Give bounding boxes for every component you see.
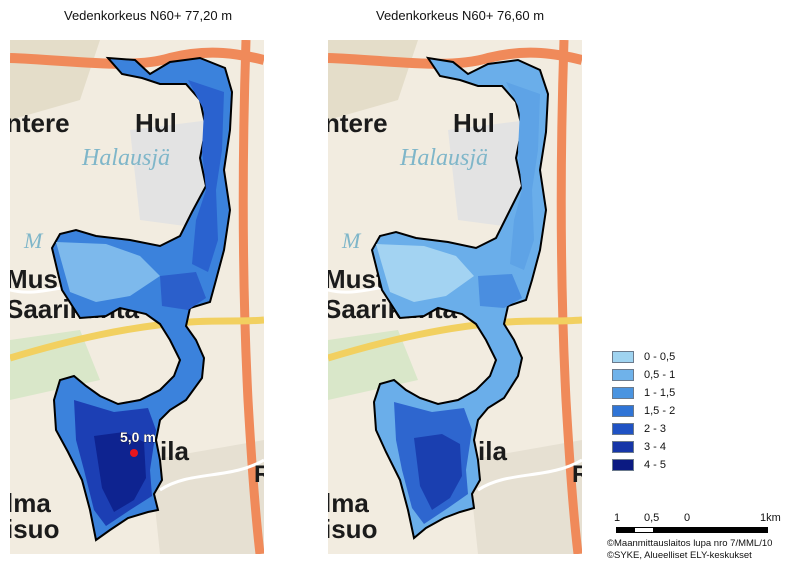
legend-swatch <box>612 387 634 399</box>
legend-item: 1,5 - 2 <box>612 403 675 419</box>
credit-line: ©SYKE, Alueelliset ELY-keskukset <box>607 550 752 561</box>
main-road <box>10 47 264 69</box>
place-label: M <box>341 228 362 253</box>
highway-road <box>556 40 582 554</box>
scale-bar: 1 0,5 0 1km <box>612 512 781 544</box>
legend-item: 4 - 5 <box>612 457 675 473</box>
legend-item: 3 - 4 <box>612 439 675 455</box>
scale-label: 1 <box>614 512 621 524</box>
legend-item: 1 - 1,5 <box>612 385 675 401</box>
legend-label: 0,5 - 1 <box>644 369 676 381</box>
place-label: ila <box>478 436 507 466</box>
legend-item: 0,5 - 1 <box>612 367 675 383</box>
place-label: Hul <box>453 108 495 138</box>
depth-zone <box>478 274 522 308</box>
map-canvas-left: ntere Hul Halausjä M Mustin Saarikunta i… <box>10 40 264 554</box>
place-label: Hul <box>135 108 177 138</box>
scale-label: 1km <box>760 512 781 524</box>
place-label: isuo <box>328 514 377 544</box>
lake-label: Halausjä <box>81 145 170 171</box>
place-label: lma <box>328 488 369 518</box>
legend-item: 2 - 3 <box>612 421 675 437</box>
place-label: M <box>23 228 44 253</box>
map-title-right: Vedenkorkeus N60+ 76,60 m <box>376 8 545 23</box>
legend-swatch <box>612 441 634 453</box>
map-panel-left[interactable]: ntere Hul Halausjä M Mustin Saarikunta i… <box>10 40 264 554</box>
map-panel-right[interactable]: ntere Hul Halausjä M Mustin Saarikunta i… <box>328 40 582 554</box>
measurement-label: 5,0 m <box>120 429 156 445</box>
legend-label: 3 - 4 <box>644 441 667 453</box>
scale-track <box>616 527 768 533</box>
main-road <box>328 47 582 69</box>
field-area <box>130 120 215 230</box>
legend-label: 4 - 5 <box>644 459 667 471</box>
scale-segment <box>689 528 767 532</box>
legend-label: 1 - 1,5 <box>644 387 676 399</box>
legend-swatch <box>612 459 634 471</box>
depth-zone-deepest <box>414 434 462 510</box>
depth-zone <box>188 80 224 272</box>
lake-label: Halausjä <box>399 145 488 171</box>
place-label: lma <box>10 488 51 518</box>
scale-segment <box>617 528 635 532</box>
map-canvas-right: ntere Hul Halausjä M Mustin Saarikunta i… <box>328 40 582 554</box>
scale-label: 0,5 <box>644 512 660 524</box>
depth-zone-shallow <box>56 242 160 302</box>
credit-line: ©Maanmittauslaitos lupa nro 7/MML/10 <box>607 538 773 549</box>
place-label: R <box>254 461 264 488</box>
measurement-point[interactable] <box>130 449 138 457</box>
legend-item: 0 - 0,5 <box>612 349 675 365</box>
legend-label: 0 - 0,5 <box>644 351 676 363</box>
scale-label: 0 <box>684 512 691 524</box>
terrain-patch <box>150 440 264 554</box>
map-title-left: Vedenkorkeus N60+ 77,20 m <box>64 8 233 23</box>
legend-swatch <box>612 369 634 381</box>
place-label: ntere <box>10 108 70 138</box>
minor-road <box>477 458 582 492</box>
place-label: ntere <box>328 108 388 138</box>
legend-label: 2 - 3 <box>644 423 667 435</box>
place-label: isuo <box>10 514 59 544</box>
minor-road <box>159 458 264 492</box>
depth-zone <box>160 272 206 310</box>
depth-legend: 0 - 0,5 0,5 - 1 1 - 1,5 1,5 - 2 2 - 3 3 … <box>612 349 675 475</box>
terrain-patch <box>468 440 582 554</box>
legend-swatch <box>612 405 634 417</box>
highway-road <box>238 40 264 554</box>
map-credits: ©Maanmittauslaitos lupa nro 7/MML/10 ©SY… <box>607 538 797 562</box>
place-label: R <box>572 461 582 488</box>
legend-swatch <box>612 423 634 435</box>
legend-swatch <box>612 351 634 363</box>
place-label: ila <box>160 436 189 466</box>
field-area <box>448 120 533 230</box>
legend-label: 1,5 - 2 <box>644 405 676 417</box>
scale-segment <box>653 528 689 532</box>
depth-zone <box>506 82 540 270</box>
depth-zone-shallow <box>376 244 474 302</box>
